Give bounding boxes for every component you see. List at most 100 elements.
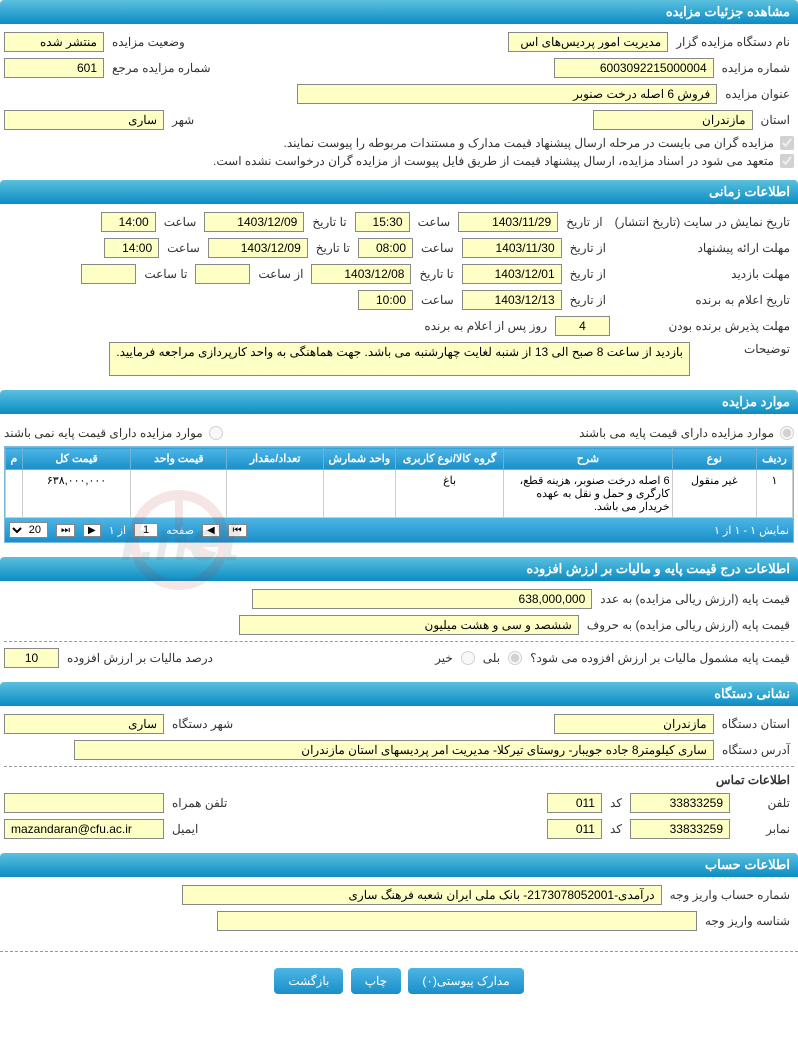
pager-prev[interactable]: ◀ — [202, 524, 220, 537]
value-status: منتشر شده — [4, 32, 104, 52]
value-winner-time: 10:00 — [358, 290, 413, 310]
label-phone-code: کد — [606, 796, 626, 810]
pager-per-page[interactable]: 20 — [9, 522, 48, 538]
label-to-3: تا تاریخ — [415, 267, 457, 281]
label-vat-pct: درصد مالیات بر ارزش افزوده — [63, 651, 217, 665]
text-no-base: موارد مزایده دارای قیمت پایه نمی باشند — [4, 426, 203, 440]
section-header-org: نشانی دستگاه — [0, 682, 798, 706]
label-title: عنوان مزایده — [721, 87, 794, 101]
label-vat-q: قیمت پایه مشمول مالیات بر ارزش افزوده می… — [526, 651, 794, 665]
cell-idx: ۱ — [756, 470, 792, 518]
label-from-4: از تاریخ — [566, 293, 610, 307]
cell-unit — [323, 470, 395, 518]
label-auction-no: شماره مزایده — [718, 61, 794, 75]
pager-page-label: صفحه — [166, 524, 194, 537]
th-uprice: قیمت واحد — [131, 448, 227, 470]
section-body-account: شماره حساب واریز وجه درآمدی-217307805200… — [0, 877, 798, 945]
value-display-to-date: 1403/12/09 — [204, 212, 304, 232]
cell-desc: 6 اصله درخت صنوبر، هزینه قطع، کارگری و ح… — [504, 470, 672, 518]
pager-next[interactable]: ▶ — [83, 524, 101, 537]
pager-last[interactable]: ⏭ — [56, 524, 75, 537]
value-mobile — [4, 793, 164, 813]
label-display: تاریخ نمایش در سایت (تاریخ انتشار) — [611, 215, 794, 229]
value-base-num: 638,000,000 — [252, 589, 592, 609]
label-city: شهر — [168, 113, 198, 127]
section-body-time: تاریخ نمایش در سایت (تاریخ انتشار) از تا… — [0, 204, 798, 390]
label-from-time-3: از ساعت — [254, 267, 307, 281]
label-org-address: آدرس دستگاه — [718, 743, 794, 757]
label-ref-no: شماره مزایده مرجع — [108, 61, 215, 75]
value-city: ساری — [4, 110, 164, 130]
cell-qty — [227, 470, 323, 518]
label-contact: اطلاعات تماس — [712, 773, 794, 787]
value-acct-id — [217, 911, 697, 931]
label-time-1b: ساعت — [160, 215, 201, 229]
value-fax-code: 011 — [547, 819, 602, 839]
section-body-items: موارد مزایده دارای قیمت پایه می باشند مو… — [0, 414, 798, 557]
label-from-1: از تاریخ — [562, 215, 606, 229]
label-time-1: ساعت — [414, 215, 455, 229]
pager-page-input[interactable] — [134, 523, 158, 537]
label-fax-code: کد — [606, 822, 626, 836]
pager-first[interactable]: ⏮ — [228, 524, 247, 537]
label-notes: توضیحات — [694, 342, 794, 356]
label-time-4: ساعت — [417, 293, 458, 307]
value-visit-to-time — [81, 264, 136, 284]
text-no: خیر — [431, 651, 457, 665]
checkbox-commitment — [780, 154, 794, 168]
label-acct-no: شماره حساب واریز وجه — [666, 888, 794, 902]
th-group: گروه کالا/نوع کاربری — [395, 448, 503, 470]
section-header-account: اطلاعات حساب — [0, 853, 798, 877]
value-visit-from-date: 1403/12/01 — [462, 264, 562, 284]
value-auction-no: 6003092215000004 — [554, 58, 714, 78]
value-email: mazandaran@cfu.ac.ir — [4, 819, 164, 839]
divider-2 — [4, 766, 794, 767]
label-status: وضعیت مزایده — [108, 35, 189, 49]
items-table-wrap: ردیف نوع شرح گروه کالا/نوع کاربری واحد ش… — [4, 446, 794, 543]
label-org-name: نام دستگاه مزایده گزار — [672, 35, 794, 49]
attachments-button[interactable]: مدارک پیوستی(۰) — [408, 968, 523, 994]
th-idx: ردیف — [756, 448, 792, 470]
label-org-city: شهر دستگاه — [168, 717, 237, 731]
value-winner-date: 1403/12/13 — [462, 290, 562, 310]
th-m: م — [6, 448, 23, 470]
label-time-2b: ساعت — [163, 241, 204, 255]
checkbox-attach-required — [780, 136, 794, 150]
value-proposal-from-time: 08:00 — [358, 238, 413, 258]
th-unit: واحد شمارش — [323, 448, 395, 470]
label-proposal: مهلت ارائه پیشنهاد — [614, 241, 794, 255]
value-org-name: مدیریت امور پردیس‌های اس — [508, 32, 668, 52]
value-display-to-time: 14:00 — [101, 212, 156, 232]
th-qty: تعداد/مقدار — [227, 448, 323, 470]
value-fax: 33833259 — [630, 819, 730, 839]
cell-tprice: ۶۳۸,۰۰۰,۰۰۰ — [22, 470, 130, 518]
value-display-from-time: 15:30 — [355, 212, 410, 232]
label-province: استان — [757, 113, 794, 127]
label-winner: تاریخ اعلام به برنده — [614, 293, 794, 307]
section-body-baseprice: قیمت پایه (ارزش ریالی مزایده) به عدد 638… — [0, 581, 798, 682]
value-vat-pct: 10 — [4, 648, 59, 668]
value-org-province: مازندران — [554, 714, 714, 734]
value-title: فروش 6 اصله درخت صنوبر — [297, 84, 717, 104]
value-phone: 33833259 — [630, 793, 730, 813]
th-desc: شرح — [504, 448, 672, 470]
label-to-time-3: تا ساعت — [140, 267, 191, 281]
label-from-2: از تاریخ — [566, 241, 610, 255]
label-to-1: تا تاریخ — [308, 215, 350, 229]
label-fax: نمابر — [734, 822, 794, 836]
cell-type: غیر منقول — [672, 470, 756, 518]
table-row[interactable]: ۱ غیر منقول 6 اصله درخت صنوبر، هزینه قطع… — [6, 470, 793, 518]
label-visit: مهلت بازدید — [614, 267, 794, 281]
cell-m — [6, 470, 23, 518]
radio-no-base — [209, 426, 223, 440]
pager-of: از ۱ — [109, 524, 126, 537]
text-yes: بلی — [479, 651, 504, 665]
page-container: مشاهده جزئیات مزایده نام دستگاه مزایده گ… — [0, 0, 798, 1004]
back-button[interactable]: بازگشت — [274, 968, 343, 994]
text-check2: متعهد می شود در اسناد مزایده، ارسال پیشن… — [213, 154, 774, 168]
section-header-items: موارد مزایده — [0, 390, 798, 414]
text-has-base: موارد مزایده دارای قیمت پایه می باشند — [579, 426, 774, 440]
value-base-word: ششصد و سی و هشت میلیون — [239, 615, 579, 635]
section-header-time: اطلاعات زمانی — [0, 180, 798, 204]
print-button[interactable]: چاپ — [351, 968, 401, 994]
